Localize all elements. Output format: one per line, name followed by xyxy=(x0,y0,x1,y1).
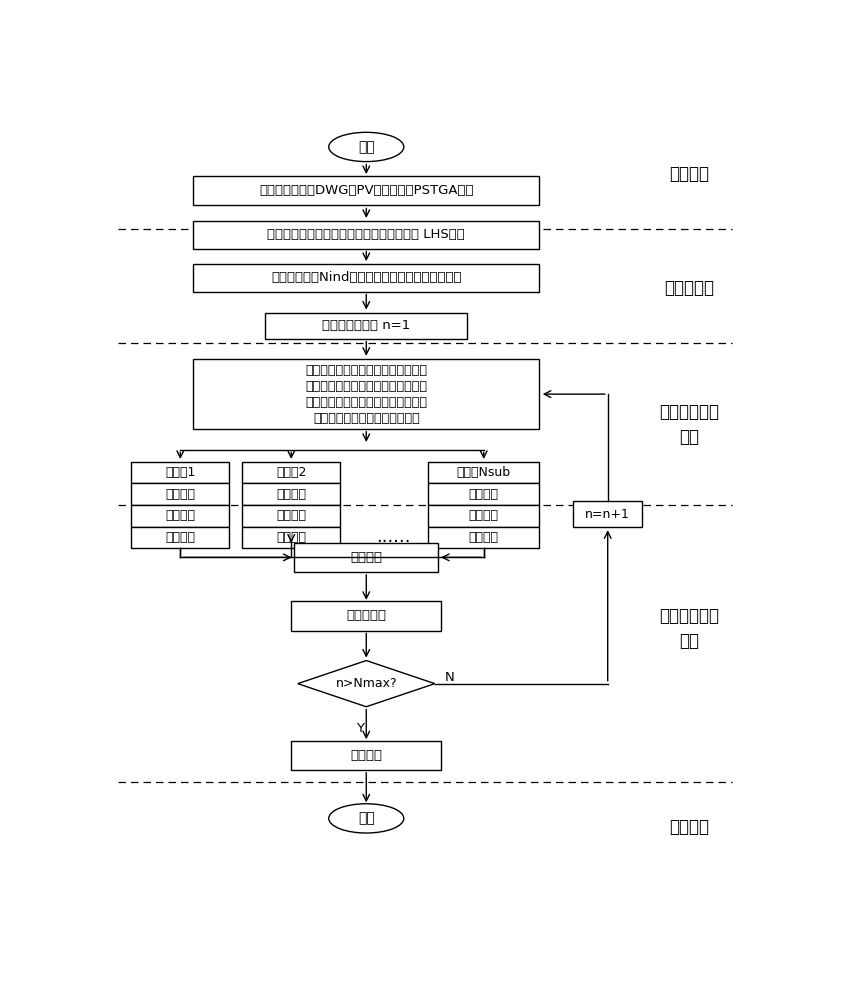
Text: 输入模块: 输入模块 xyxy=(669,165,709,183)
Bar xyxy=(429,527,539,548)
Text: 输出结果: 输出结果 xyxy=(350,749,382,762)
Text: 子种群Nsub: 子种群Nsub xyxy=(456,466,511,479)
Bar xyxy=(131,505,229,527)
Text: 选择操作: 选择操作 xyxy=(276,488,306,501)
Text: n=n+1: n=n+1 xyxy=(585,508,630,521)
Text: Y: Y xyxy=(355,722,364,735)
Bar xyxy=(131,483,229,505)
Polygon shape xyxy=(298,661,434,707)
Text: 对风速、辐照度和负荷（有功、无功）进行 LHS采样: 对风速、辐照度和负荷（有功、无功）进行 LHS采样 xyxy=(268,228,465,241)
Text: 交叉操作: 交叉操作 xyxy=(276,509,306,522)
Bar xyxy=(194,359,539,429)
Bar xyxy=(291,741,441,770)
Text: 变异操作: 变异操作 xyxy=(165,531,195,544)
Bar xyxy=(194,264,539,292)
Text: 选择操作: 选择操作 xyxy=(469,488,498,501)
Bar xyxy=(131,462,229,483)
Text: 子种群2: 子种群2 xyxy=(276,466,306,479)
Text: 变异操作: 变异操作 xyxy=(469,531,498,544)
Bar xyxy=(242,527,340,548)
Bar xyxy=(429,483,539,505)
Bar xyxy=(131,527,229,548)
Ellipse shape xyxy=(328,804,404,833)
Text: 交叉操作: 交叉操作 xyxy=(165,509,195,522)
Bar xyxy=(242,462,340,483)
Text: 选择操作: 选择操作 xyxy=(165,488,195,501)
Text: ......: ...... xyxy=(376,528,411,546)
Bar xyxy=(295,543,438,572)
Bar xyxy=(242,505,340,527)
Text: 交叉操作: 交叉操作 xyxy=(469,509,498,522)
Text: 变异操作: 变异操作 xyxy=(276,531,306,544)
Text: 并行遗传操作
模块: 并行遗传操作 模块 xyxy=(659,607,719,650)
Bar xyxy=(291,601,441,631)
Text: 输出模块: 输出模块 xyxy=(669,818,709,836)
Bar xyxy=(265,312,467,339)
Text: N: N xyxy=(445,671,455,684)
Bar xyxy=(429,505,539,527)
Text: 对每个染色体所对应的网络拓扑方案
进行随机潮流计算，得到系统网损期
望、节点电压及支路潮流越限概率，
进而计算及惩罚项的目标函数值: 对每个染色体所对应的网络拓扑方案 进行随机潮流计算，得到系统网损期 望、节点电压… xyxy=(306,364,427,425)
Bar xyxy=(573,501,642,527)
Bar xyxy=(194,221,539,249)
Bar xyxy=(242,483,340,505)
Text: 子种群合并: 子种群合并 xyxy=(346,609,386,622)
Text: 随机产生包含Nind个拓扑可行的染色体的初始种群: 随机产生包含Nind个拓扑可行的染色体的初始种群 xyxy=(271,271,461,284)
Text: 设当前迭代次数 n=1: 设当前迭代次数 n=1 xyxy=(322,319,410,332)
Text: 结束: 结束 xyxy=(358,811,375,825)
Ellipse shape xyxy=(328,132,404,162)
Text: 子种群1: 子种群1 xyxy=(165,466,195,479)
Bar xyxy=(429,462,539,483)
Bar xyxy=(194,176,539,205)
Text: 迁移操作: 迁移操作 xyxy=(350,551,382,564)
Text: 开始: 开始 xyxy=(358,140,375,154)
Text: 初始化模块: 初始化模块 xyxy=(664,279,714,297)
Text: 随机潮流计算
模块: 随机潮流计算 模块 xyxy=(659,403,719,446)
Text: 输入配网参数、DWG和PV参数，设置PSTGA参数: 输入配网参数、DWG和PV参数，设置PSTGA参数 xyxy=(259,184,473,197)
Text: n>Nmax?: n>Nmax? xyxy=(335,677,397,690)
